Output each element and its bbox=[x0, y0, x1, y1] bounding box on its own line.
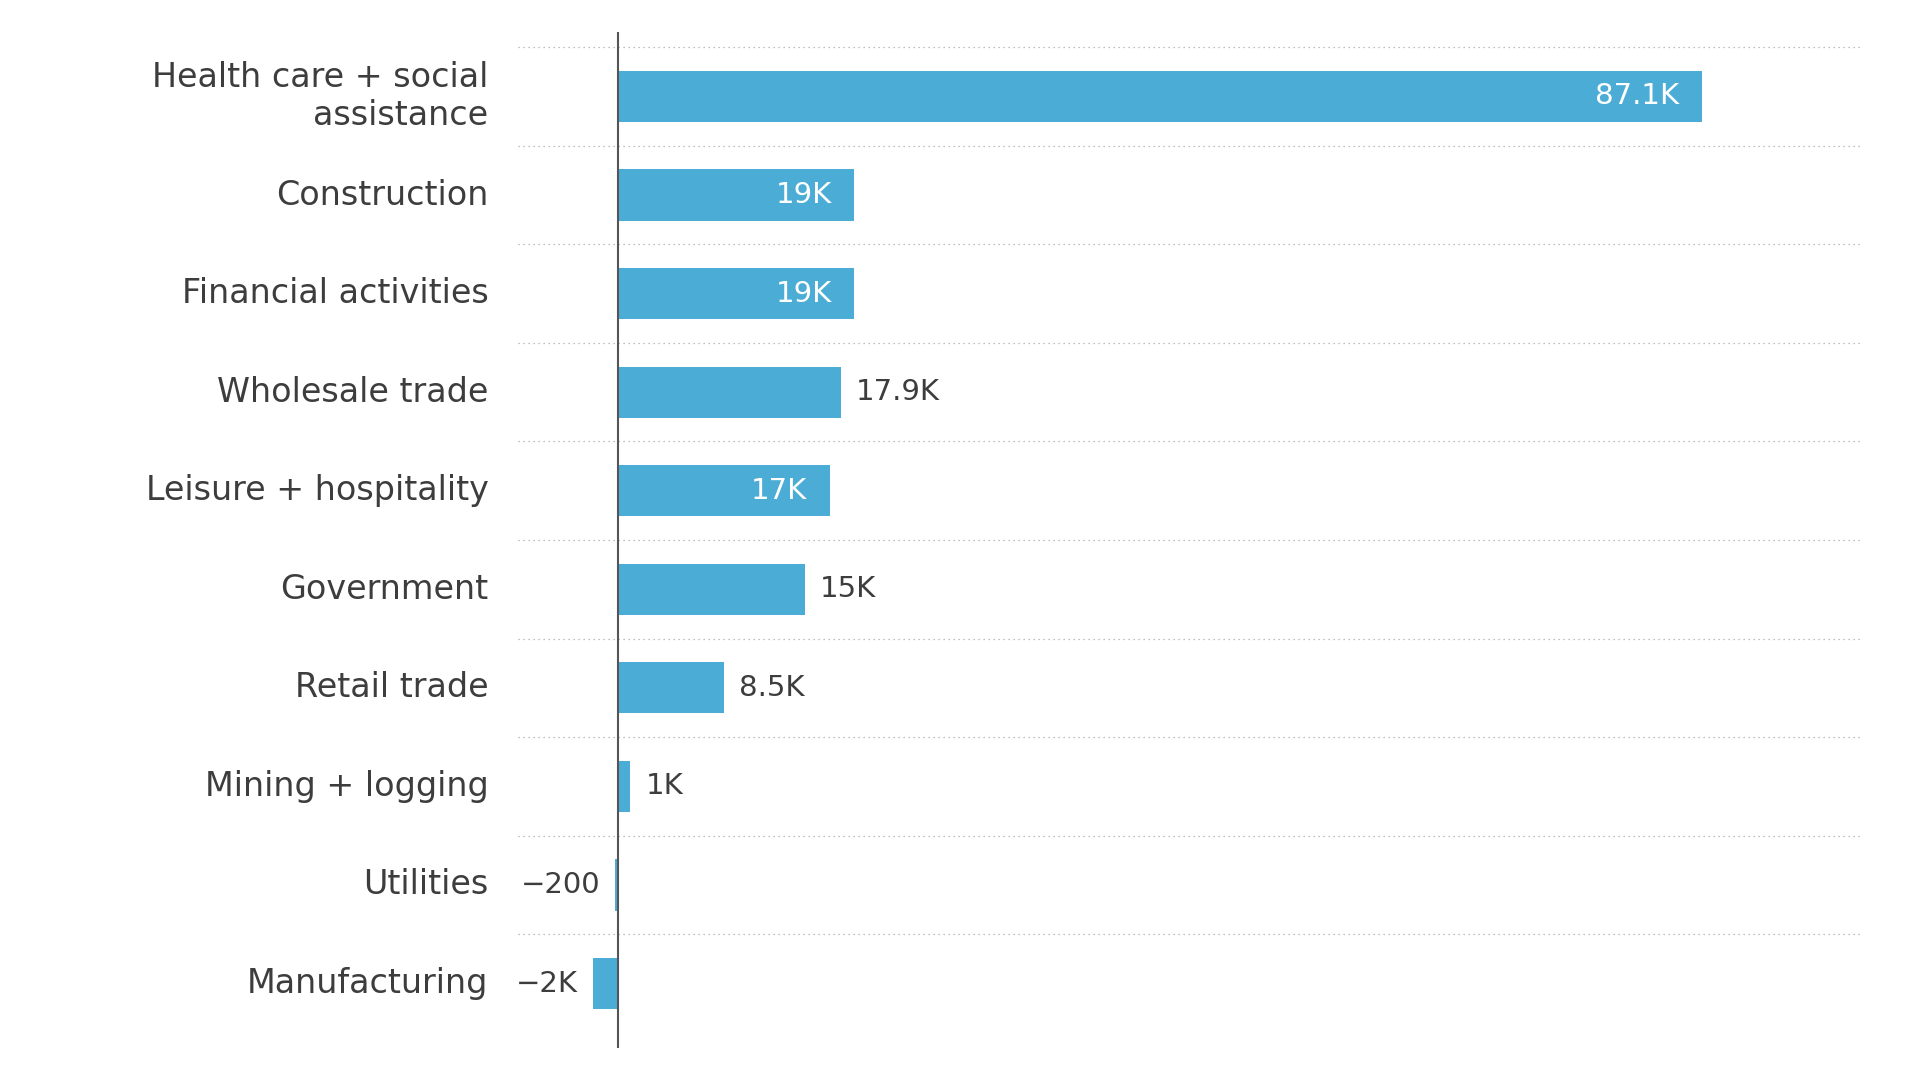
Text: 19K: 19K bbox=[776, 181, 831, 210]
Bar bbox=[618, 465, 829, 516]
Bar bbox=[618, 662, 724, 714]
Bar bbox=[618, 268, 854, 320]
Text: 1K: 1K bbox=[645, 772, 684, 800]
Bar bbox=[616, 860, 618, 910]
Text: 17.9K: 17.9K bbox=[856, 378, 939, 406]
Bar bbox=[618, 366, 841, 418]
Bar bbox=[618, 170, 854, 220]
Text: −200: −200 bbox=[520, 870, 601, 899]
Text: 87.1K: 87.1K bbox=[1596, 82, 1680, 110]
Text: 8.5K: 8.5K bbox=[739, 674, 804, 702]
Bar bbox=[618, 564, 804, 615]
Bar bbox=[618, 760, 630, 812]
Bar bbox=[618, 71, 1701, 122]
Text: 19K: 19K bbox=[776, 280, 831, 308]
Text: 17K: 17K bbox=[751, 476, 806, 504]
Text: −2K: −2K bbox=[516, 970, 578, 998]
Text: 15K: 15K bbox=[820, 576, 876, 604]
Bar bbox=[593, 958, 618, 1009]
